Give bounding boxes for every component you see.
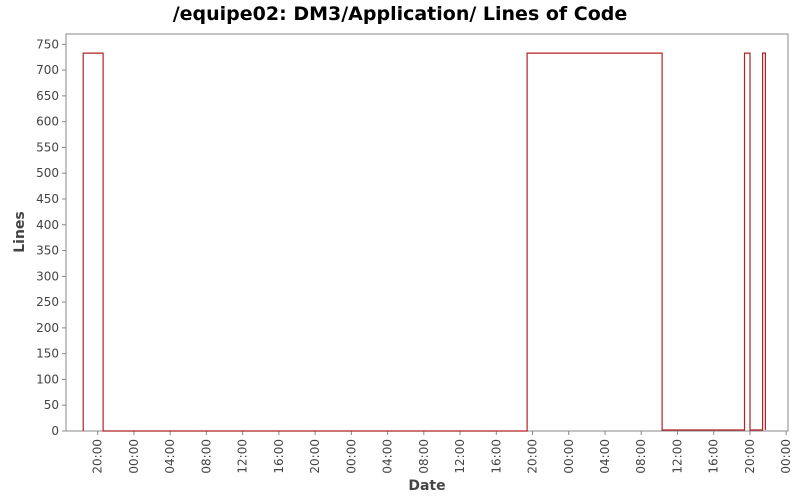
y-tick-label: 300 [36,269,59,283]
y-tick-label: 600 [36,115,59,129]
y-tick-label: 500 [36,166,59,180]
x-tick-label: 20:00 [526,439,540,474]
x-tick-label: 04:00 [381,439,395,474]
x-tick-label: 08:00 [199,439,213,474]
plot-area [65,33,789,432]
y-tick-label: 150 [36,347,59,361]
x-tick-label: 08:00 [417,439,431,474]
y-tick-label: 400 [36,218,59,232]
x-axis-label: Date [408,478,445,494]
x-tick-label: 12:00 [670,439,684,474]
x-tick-label: 12:00 [453,439,467,474]
y-tick-label: 450 [36,192,59,206]
y-tick-label: 350 [36,244,59,258]
x-tick-label: 16:00 [707,439,721,474]
y-tick-label: 250 [36,295,59,309]
series-line [82,52,767,432]
x-tick-label: 20:00 [308,439,322,474]
x-tick-label: 00:00 [127,439,141,474]
x-tick-label: 00:00 [779,439,793,474]
chart-title: /equipe02: DM3/Application/ Lines of Cod… [173,3,628,25]
x-tick-label: 20:00 [91,439,105,474]
y-tick-label: 550 [36,140,59,154]
x-tick-label: 12:00 [236,439,250,474]
y-tick-label: 0 [51,424,59,438]
x-tick-label: 16:00 [489,439,503,474]
x-tick-label: 00:00 [562,439,576,474]
x-tick-label: 20:00 [743,439,757,474]
y-tick-label: 50 [44,398,59,412]
y-tick-label: 750 [36,37,59,51]
y-tick-label: 100 [36,372,59,386]
y-tick-label: 200 [36,321,59,335]
x-tick-label: 16:00 [272,439,286,474]
x-tick-label: 04:00 [598,439,612,474]
y-tick-label: 650 [36,89,59,103]
y-tick-label: 700 [36,63,59,77]
x-tick-label: 08:00 [634,439,648,474]
x-tick-label: 04:00 [163,439,177,474]
x-tick-label: 00:00 [344,439,358,474]
y-axis-label: Lines [12,211,28,253]
